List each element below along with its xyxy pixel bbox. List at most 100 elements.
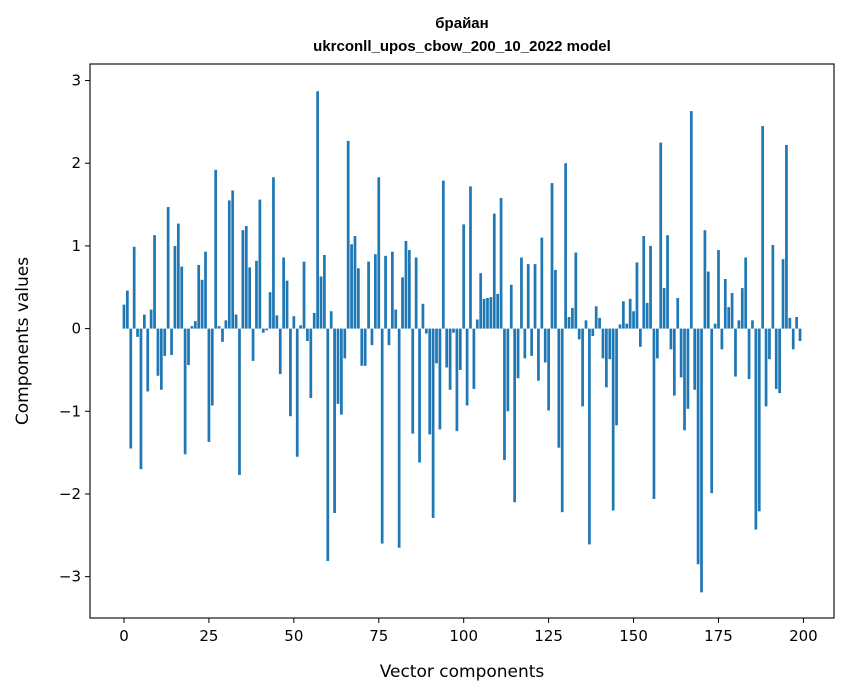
bar-120 (530, 328, 533, 356)
bar-153 (642, 235, 646, 329)
bar-190 (768, 328, 771, 360)
bar-118 (523, 328, 527, 359)
y-axis-label: Components values (13, 257, 33, 425)
bar-112 (503, 328, 506, 461)
bar-73 (370, 328, 374, 346)
bar-31 (227, 200, 231, 329)
bar-132 (571, 307, 574, 329)
bar-10 (156, 328, 160, 376)
bar-104 (475, 319, 479, 329)
bar-54 (306, 328, 309, 341)
chart-subtitle: ukrconll_upos_cbow_200_10_2022 model (313, 38, 611, 55)
bar-145 (615, 328, 618, 426)
bar-18 (183, 328, 187, 455)
bar-82 (401, 277, 404, 329)
bar-174 (713, 323, 717, 329)
bar-170 (700, 328, 703, 593)
bar-194 (781, 259, 785, 329)
bar-135 (581, 328, 584, 407)
bar-67 (350, 244, 353, 329)
bar-141 (601, 328, 605, 359)
bar-33 (234, 314, 238, 329)
x-tick-label: 150 (619, 627, 648, 645)
bar-151 (635, 262, 639, 329)
x-tick-label: 50 (284, 627, 303, 645)
bar-50 (292, 316, 296, 329)
bar-147 (622, 301, 625, 329)
bar-69 (357, 268, 360, 329)
y-tick-label: −3 (59, 568, 81, 586)
bar-197 (791, 328, 795, 350)
bar-165 (683, 328, 686, 431)
bar-80 (394, 309, 398, 329)
bar-55 (309, 328, 313, 399)
bar-187 (757, 328, 761, 512)
bar-45 (275, 315, 279, 329)
bar-20 (190, 326, 194, 329)
bar-79 (391, 251, 394, 329)
bar-1 (126, 290, 129, 329)
bar-160 (666, 235, 669, 329)
bar-101 (465, 328, 469, 406)
bar-129 (560, 328, 564, 513)
bar-180 (734, 328, 737, 377)
bar-177 (723, 278, 727, 329)
bar-26 (210, 328, 214, 406)
bar-17 (180, 266, 184, 329)
bar-182 (740, 288, 744, 329)
bar-34 (238, 328, 241, 475)
x-tick-label: 200 (789, 627, 818, 645)
bar-140 (598, 317, 601, 329)
bar-44 (272, 177, 275, 329)
bar-178 (727, 307, 731, 329)
bar-152 (639, 328, 642, 347)
bar-53 (302, 261, 306, 329)
bar-154 (645, 302, 649, 329)
plot-frame (89, 63, 835, 619)
bar-128 (557, 328, 561, 448)
bar-91 (431, 328, 435, 518)
bar-39 (255, 260, 258, 329)
bar-61 (329, 311, 333, 329)
bar-56 (312, 312, 316, 329)
bar-23 (200, 279, 204, 329)
bar-24 (204, 251, 207, 329)
bar-142 (605, 328, 608, 388)
bar-155 (649, 245, 652, 329)
y-ticks: −3 −2 −1 0 1 2 3 (59, 72, 90, 586)
bar-16 (176, 223, 180, 329)
x-tick-label: 25 (199, 627, 218, 645)
bar-175 (717, 250, 720, 329)
bar-11 (159, 328, 163, 390)
bar-9 (153, 235, 156, 329)
bar-111 (499, 197, 503, 329)
x-tick-label: 0 (119, 627, 129, 645)
bar-59 (323, 255, 326, 329)
bar-127 (554, 269, 557, 329)
bar-167 (689, 111, 693, 329)
bar-75 (377, 177, 381, 329)
bar-74 (374, 254, 377, 329)
bar-81 (397, 328, 401, 548)
bar-64 (340, 328, 343, 415)
bar-173 (710, 328, 714, 494)
bar-183 (744, 257, 748, 329)
bar-83 (404, 240, 408, 329)
bar-65 (343, 328, 347, 359)
bar-159 (662, 288, 666, 329)
x-tick-label: 125 (534, 627, 563, 645)
bar-106 (482, 298, 486, 329)
bar-185 (751, 320, 754, 329)
bar-30 (224, 320, 228, 329)
bar-97 (452, 328, 455, 333)
y-tick-label: −2 (59, 485, 81, 503)
bar-4 (136, 328, 139, 337)
bar-70 (360, 328, 364, 366)
bar-184 (747, 328, 751, 380)
bar-146 (618, 324, 622, 329)
bar-63 (336, 328, 340, 404)
y-tick-label: 0 (71, 320, 81, 338)
bar-148 (625, 323, 629, 329)
y-tick-label: 3 (71, 72, 81, 90)
bar-71 (363, 328, 367, 366)
